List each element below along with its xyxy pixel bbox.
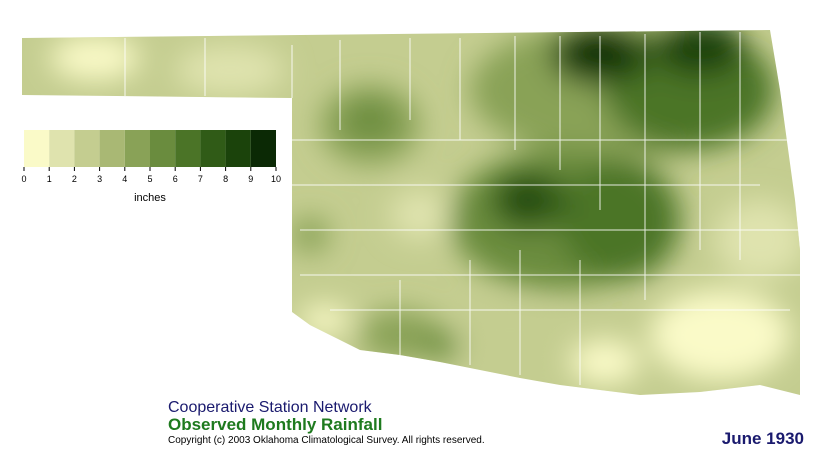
legend-swatch (225, 130, 251, 167)
legend-tick-label: 3 (97, 174, 102, 184)
legend-swatch (200, 130, 226, 167)
contour (390, 190, 450, 240)
contour (715, 200, 800, 280)
legend-tick-label: 7 (198, 174, 203, 184)
legend-swatch (24, 130, 50, 167)
legend-swatch (99, 130, 125, 167)
contour (570, 340, 640, 384)
legend-tick-label: 6 (173, 174, 178, 184)
legend-swatch (124, 130, 150, 167)
legend-tick-label: 2 (72, 174, 77, 184)
county-lines (124, 32, 800, 385)
contour (345, 100, 395, 140)
contour (560, 160, 680, 280)
legend-swatch (175, 130, 201, 167)
contour (175, 45, 285, 95)
contour (420, 331, 460, 359)
contour (650, 290, 790, 380)
contours (50, 30, 800, 384)
legend-swatch (74, 130, 100, 167)
contour (460, 305, 560, 355)
legend-swatch (250, 130, 276, 167)
legend-tick-label: 8 (223, 174, 228, 184)
legend-tick-label: 5 (147, 174, 152, 184)
contour (50, 36, 140, 80)
legend-tick-label: 0 (21, 174, 26, 184)
legend-swatch (49, 130, 75, 167)
legend-unit: inches (134, 192, 166, 204)
legend: 0 1 2 3 4 5 6 7 8 9 10 inches (21, 130, 281, 204)
legend-tick-label: 4 (122, 174, 127, 184)
legend-tick-label: 9 (248, 174, 253, 184)
contour (290, 217, 330, 253)
map-title: Observed Monthly Rainfall (168, 415, 382, 434)
legend-tick-label: 1 (47, 174, 52, 184)
legend-swatch (150, 130, 176, 167)
period-label: June 1930 (722, 429, 804, 448)
legend-tick-label: 10 (271, 174, 281, 184)
network-label: Cooperative Station Network (168, 399, 373, 416)
contour (573, 35, 623, 65)
contour (507, 186, 543, 214)
copyright: Copyright (c) 2003 Oklahoma Climatologic… (168, 435, 485, 446)
